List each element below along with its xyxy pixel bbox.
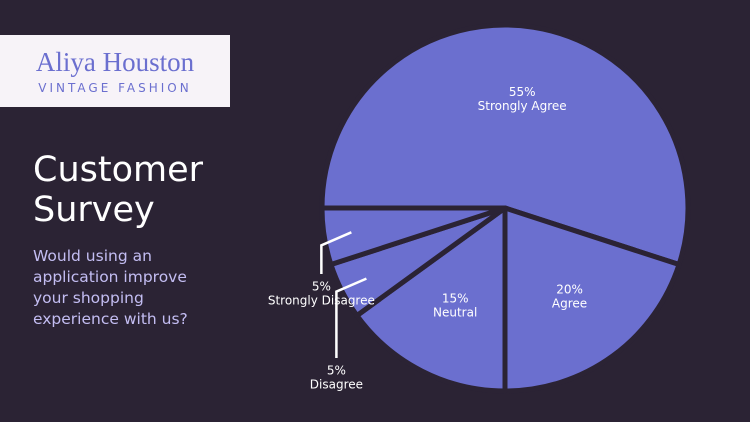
slice-value-label: 55% <box>509 85 536 99</box>
leader-line <box>335 277 367 358</box>
chart-subtitle: Would using an application improve your … <box>33 247 188 328</box>
brand-name: Aliya Houston <box>35 47 195 77</box>
brand-tagline: VINTAGE FASHION <box>38 81 192 95</box>
slice-value-label: 20% <box>556 282 583 296</box>
pie-slice <box>319 22 691 268</box>
slice-category-label: Strongly Agree <box>478 99 567 113</box>
pie-slice <box>354 205 508 394</box>
slice-value-label: 5% <box>312 280 331 294</box>
slice-category-label: Neutral <box>433 305 477 319</box>
chart-title: Customer Survey <box>33 150 204 230</box>
brand-box: Aliya Houston VINTAGE FASHION <box>0 35 230 107</box>
pie-slice <box>319 205 508 268</box>
slice-value-label: 15% <box>442 291 469 305</box>
pie-slice <box>502 205 682 394</box>
slice-category-label: Strongly Disagree <box>268 294 375 308</box>
slice-category-label: Agree <box>552 296 587 310</box>
slice-category-label: Disagree <box>310 378 363 392</box>
leader-line <box>320 231 352 274</box>
slice-value-label: 5% <box>327 364 346 378</box>
